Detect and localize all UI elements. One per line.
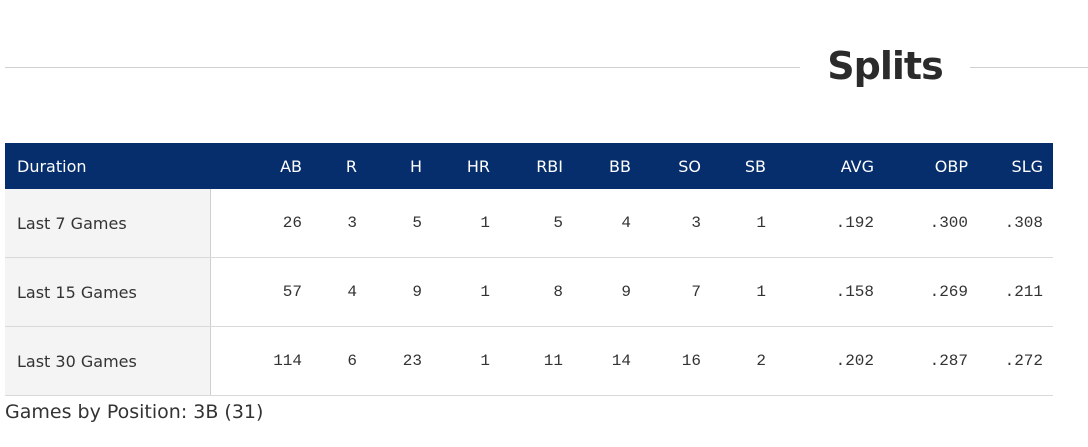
- cell-sb: 1: [711, 189, 776, 258]
- column-header-sb: SB: [711, 143, 776, 189]
- cell-rbi: 5: [500, 189, 573, 258]
- column-header-slg: SLG: [978, 143, 1053, 189]
- cell-so: 7: [641, 257, 711, 327]
- cell-ab: 26: [210, 189, 312, 258]
- cell-avg: .158: [776, 257, 884, 327]
- cell-rbi: 8: [500, 257, 573, 327]
- cell-h: 9: [367, 257, 432, 327]
- column-header-ab: AB: [210, 143, 312, 189]
- cell-sb: 2: [711, 326, 776, 396]
- heading-divider-right: [970, 67, 1088, 68]
- table-row: Last 30 Games 114 6 23 1 11 14 16 2 .202…: [5, 326, 1053, 396]
- column-header-h: H: [367, 143, 432, 189]
- table-row: Last 15 Games 57 4 9 1 8 9 7 1 .158 .269…: [5, 257, 1053, 327]
- table-header-row: Duration AB R H HR RBI BB SO SB AVG OBP …: [5, 143, 1053, 189]
- column-header-avg: AVG: [776, 143, 884, 189]
- cell-slg: .272: [978, 326, 1053, 396]
- cell-ab: 114: [210, 326, 312, 396]
- cell-so: 3: [641, 189, 711, 258]
- heading-divider-left: [5, 67, 800, 68]
- cell-obp: .287: [884, 326, 978, 396]
- cell-h: 23: [367, 326, 432, 396]
- cell-slg: .211: [978, 257, 1053, 327]
- cell-duration: Last 7 Games: [5, 189, 211, 258]
- cell-sb: 1: [711, 257, 776, 327]
- cell-slg: .308: [978, 189, 1053, 258]
- cell-hr: 1: [432, 326, 500, 396]
- column-header-obp: OBP: [884, 143, 978, 189]
- cell-hr: 1: [432, 257, 500, 327]
- column-header-hr: HR: [432, 143, 500, 189]
- cell-hr: 1: [432, 189, 500, 258]
- cell-bb: 14: [573, 326, 641, 396]
- cell-h: 5: [367, 189, 432, 258]
- cell-duration: Last 15 Games: [5, 257, 211, 327]
- cell-avg: .192: [776, 189, 884, 258]
- cell-bb: 9: [573, 257, 641, 327]
- column-header-rbi: RBI: [500, 143, 573, 189]
- cell-bb: 4: [573, 189, 641, 258]
- splits-table: Duration AB R H HR RBI BB SO SB AVG OBP …: [5, 143, 1053, 396]
- cell-r: 3: [312, 189, 367, 258]
- cell-r: 6: [312, 326, 367, 396]
- column-header-r: R: [312, 143, 367, 189]
- cell-rbi: 11: [500, 326, 573, 396]
- table-row: Last 7 Games 26 3 5 1 5 4 3 1 .192 .300 …: [5, 189, 1053, 258]
- column-header-bb: BB: [573, 143, 641, 189]
- cell-r: 4: [312, 257, 367, 327]
- cell-duration: Last 30 Games: [5, 326, 211, 396]
- cell-obp: .300: [884, 189, 978, 258]
- column-header-so: SO: [641, 143, 711, 189]
- games-by-position-text: Games by Position: 3B (31): [5, 401, 264, 423]
- column-header-duration: Duration: [5, 143, 210, 189]
- section-title: Splits: [827, 44, 943, 88]
- cell-so: 16: [641, 326, 711, 396]
- cell-obp: .269: [884, 257, 978, 327]
- cell-ab: 57: [210, 257, 312, 327]
- cell-avg: .202: [776, 326, 884, 396]
